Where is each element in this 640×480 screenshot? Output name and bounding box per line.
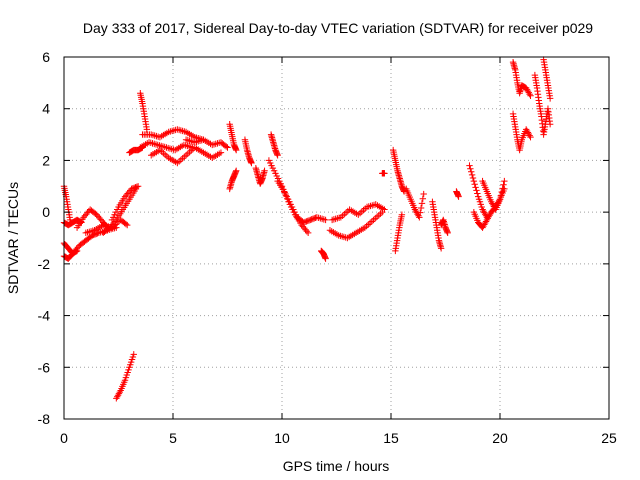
data-point bbox=[455, 193, 462, 200]
data-point bbox=[398, 211, 406, 218]
data-point bbox=[381, 206, 388, 213]
data-point bbox=[134, 183, 142, 190]
x-axis-label: GPS time / hours bbox=[283, 458, 390, 474]
y-tick-label: -4 bbox=[38, 308, 51, 324]
data-point bbox=[546, 95, 554, 102]
data-point bbox=[500, 181, 507, 188]
data-point bbox=[322, 216, 329, 224]
data-points bbox=[60, 56, 554, 402]
y-tick-label: 0 bbox=[42, 204, 50, 220]
data-point bbox=[222, 143, 230, 150]
data-point bbox=[124, 221, 131, 229]
data-point bbox=[468, 171, 476, 179]
data-point bbox=[501, 185, 508, 193]
data-point bbox=[116, 388, 124, 396]
axis-ticks: 0 5 10 15 20 25 -8 -6 -4 -2 0 2 4 6 bbox=[38, 49, 617, 446]
y-tick-label: 4 bbox=[42, 101, 50, 117]
data-point bbox=[274, 152, 281, 159]
data-point bbox=[526, 91, 533, 98]
data-point bbox=[466, 162, 473, 169]
data-point bbox=[527, 92, 534, 99]
y-tick-label: -6 bbox=[38, 359, 51, 375]
x-tick-label: 15 bbox=[383, 430, 399, 446]
data-point bbox=[546, 121, 554, 128]
data-point bbox=[468, 168, 475, 176]
data-point bbox=[304, 229, 312, 237]
data-point bbox=[501, 177, 508, 185]
data-point bbox=[303, 228, 311, 235]
data-point bbox=[417, 204, 425, 212]
x-tick-label: 25 bbox=[601, 430, 617, 446]
data-point bbox=[217, 149, 225, 156]
chart-title: Day 333 of 2017, Sidereal Day-to-day VTE… bbox=[83, 20, 593, 36]
data-point bbox=[248, 159, 255, 167]
data-point bbox=[527, 133, 534, 141]
x-tick-label: 0 bbox=[60, 430, 68, 446]
data-point bbox=[122, 220, 130, 228]
data-point bbox=[67, 219, 74, 226]
data-point bbox=[471, 181, 478, 188]
data-point bbox=[322, 255, 329, 262]
data-point bbox=[73, 248, 80, 255]
data-point bbox=[472, 184, 479, 191]
y-axis-label: SDTVAR / TECUs bbox=[5, 182, 21, 294]
data-point bbox=[526, 132, 533, 139]
data-point bbox=[224, 144, 231, 151]
x-tick-label: 5 bbox=[169, 430, 177, 446]
data-point bbox=[467, 165, 474, 172]
data-point bbox=[474, 190, 481, 197]
data-point bbox=[381, 170, 388, 177]
y-tick-label: 6 bbox=[42, 49, 50, 65]
grid-lines bbox=[64, 57, 609, 419]
data-point bbox=[73, 247, 81, 255]
data-point bbox=[470, 177, 478, 185]
data-point bbox=[111, 218, 119, 225]
x-tick-label: 10 bbox=[274, 430, 290, 446]
y-tick-label: -8 bbox=[38, 411, 51, 427]
data-point bbox=[416, 214, 423, 221]
data-point bbox=[261, 167, 268, 174]
data-point bbox=[130, 351, 137, 358]
x-tick-label: 20 bbox=[492, 430, 508, 446]
data-point bbox=[233, 146, 240, 154]
data-point bbox=[473, 187, 480, 194]
data-point bbox=[437, 245, 445, 252]
y-tick-label: -2 bbox=[38, 256, 51, 272]
data-point bbox=[133, 183, 141, 191]
data-point bbox=[233, 167, 240, 174]
data-point bbox=[418, 200, 426, 207]
plot-frame bbox=[63, 56, 610, 420]
data-point bbox=[419, 195, 427, 202]
data-point bbox=[420, 190, 427, 198]
data-point bbox=[444, 229, 451, 237]
data-point bbox=[417, 209, 424, 216]
y-tick-label: 2 bbox=[42, 152, 50, 168]
data-point bbox=[469, 174, 477, 182]
data-point bbox=[143, 126, 151, 133]
